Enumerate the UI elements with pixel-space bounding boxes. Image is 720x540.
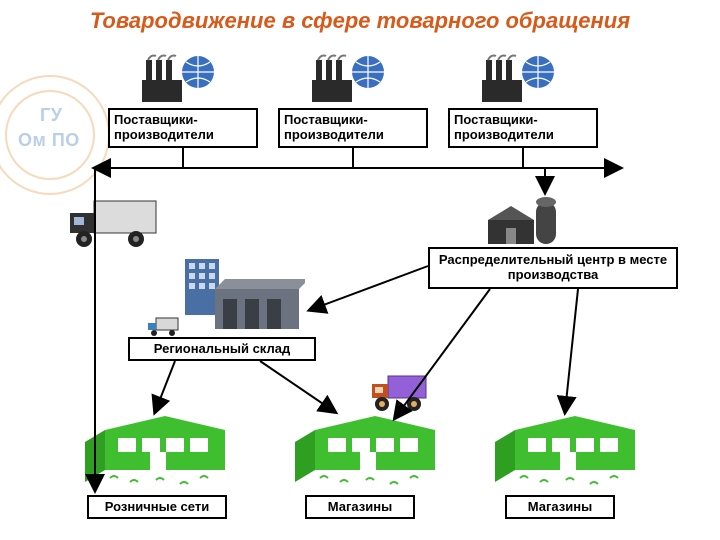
factory-icon-3 <box>480 50 558 104</box>
toy-truck-icon <box>370 370 430 414</box>
distribution-center-box: Распределительный центр в месте производ… <box>428 247 678 289</box>
truck-icon <box>66 193 162 251</box>
watermark-line2: Ом ПО <box>18 130 80 151</box>
supplier-box-2: Поставщики-производители <box>278 108 428 148</box>
stores-box-1: Магазины <box>305 495 415 519</box>
supplier-box-3: Поставщики-производители <box>448 108 598 148</box>
retail-networks-box: Розничные сети <box>87 495 227 519</box>
watermark-line1: ГУ <box>40 105 62 126</box>
factory-icon-1 <box>140 50 218 104</box>
store-icon-1 <box>80 412 230 492</box>
regional-warehouse-box: Региональный склад <box>128 337 316 361</box>
supplier-box-1: Поставщики-производители <box>108 108 258 148</box>
store-icon-2 <box>290 412 440 492</box>
store-icon-3 <box>490 412 640 492</box>
warehouse-icon <box>175 253 305 335</box>
mini-truck-icon <box>146 315 180 337</box>
stores-box-2: Магазины <box>505 495 615 519</box>
factory-icon-2 <box>310 50 388 104</box>
diagram-title: Товародвижение в сфере товарного обращен… <box>10 8 710 34</box>
silo-icon <box>478 192 578 246</box>
